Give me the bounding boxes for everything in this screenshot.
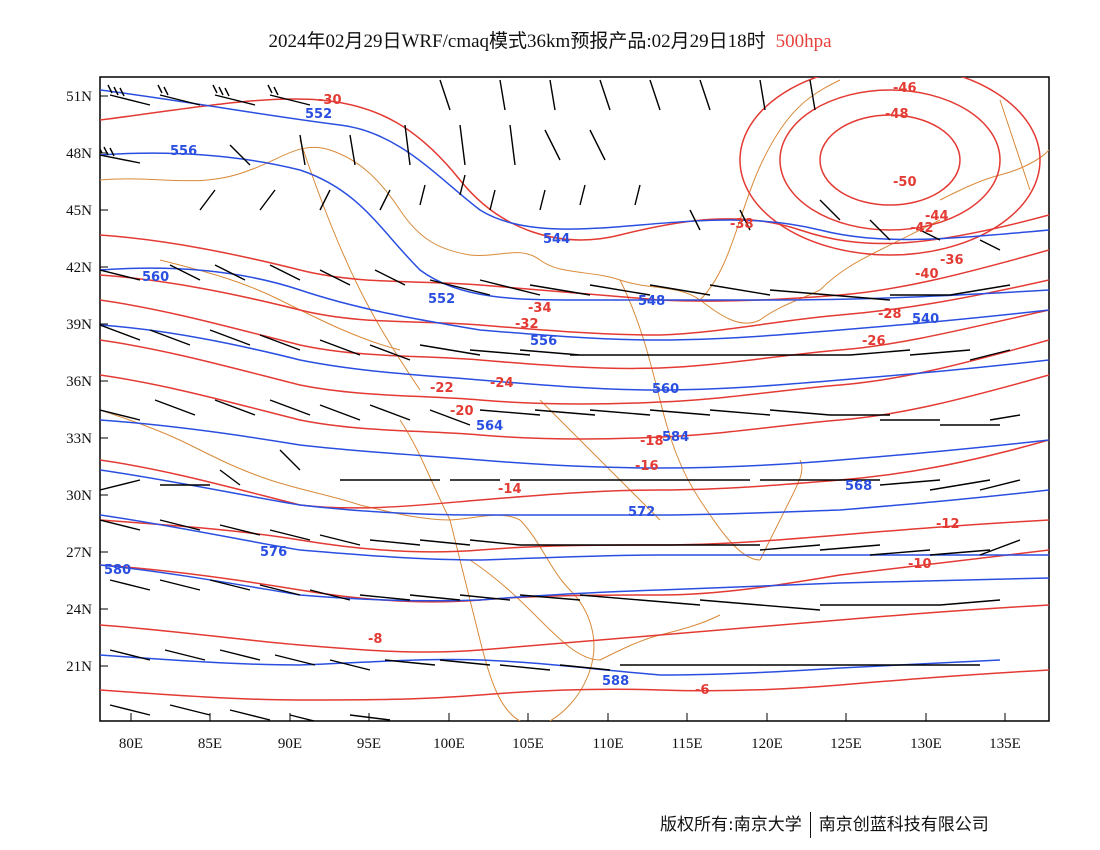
height-label: 548 — [638, 294, 665, 309]
height-label: 552 — [428, 292, 455, 307]
lat-tick-label: 27N — [66, 545, 92, 561]
temp-label: -36 — [940, 253, 964, 268]
lon-tick-label: 90E — [278, 736, 302, 752]
temp-label: -46 — [893, 81, 917, 96]
lon-tick-label: 100E — [433, 736, 465, 752]
temp-label: -16 — [635, 459, 659, 474]
temp-label: -44 — [925, 209, 949, 224]
temp-label: -26 — [862, 334, 886, 349]
height-label: 572 — [628, 505, 655, 520]
copyright-footer: 版权所有:南京大学 南京创蓝科技有限公司 — [660, 810, 989, 838]
height-label: 544 — [543, 232, 570, 247]
lon-tick-label: 80E — [119, 736, 143, 752]
height-label: 568 — [845, 479, 872, 494]
temp-label: -32 — [515, 317, 539, 332]
lat-tick-label: 51N — [66, 89, 92, 105]
lon-tick-label: 135E — [989, 736, 1021, 752]
lat-tick-label: 21N — [66, 659, 92, 675]
lon-tick-label: 120E — [751, 736, 783, 752]
height-label: 556 — [170, 144, 197, 159]
height-label: 576 — [260, 545, 287, 560]
height-label: 584 — [662, 430, 689, 445]
height-label: 556 — [530, 334, 557, 349]
height-label: 552 — [305, 107, 332, 122]
temp-label: -24 — [490, 376, 514, 391]
copyright-text: 版权所有:南京大学 — [660, 815, 802, 835]
longitude-axis: 80E 85E 90E 95E 100E 105E 110E 115E 120E… — [119, 713, 1021, 752]
map-title: 2024年02月29日WRF/cmaq模式36km预报产品:02月29日18时 5… — [0, 26, 1100, 53]
temp-label: -50 — [893, 175, 917, 190]
temp-label: -42 — [910, 221, 934, 236]
height-label: 580 — [104, 563, 131, 578]
lat-tick-label: 36N — [66, 374, 92, 390]
lat-tick-label: 30N — [66, 488, 92, 504]
temp-label: -10 — [908, 557, 932, 572]
footer-divider — [809, 812, 811, 838]
pressure-level: 500hpa — [775, 31, 832, 52]
latitude-axis: 51N 48N 45N 42N 39N 36N 33N 30N 27N 24N … — [66, 89, 108, 675]
temp-label: -48 — [885, 107, 909, 122]
temp-label: -6 — [695, 683, 709, 698]
height-label: 588 — [602, 674, 629, 689]
wind-barbs — [100, 79, 1021, 721]
temp-label: -22 — [430, 381, 454, 396]
lon-tick-label: 110E — [592, 736, 623, 752]
lat-tick-label: 24N — [66, 602, 92, 618]
lon-tick-label: 115E — [671, 736, 702, 752]
lon-tick-label: 125E — [830, 736, 862, 752]
lon-tick-label: 85E — [198, 736, 222, 752]
title-text: 2024年02月29日WRF/cmaq模式36km预报产品:02月29日18时 — [268, 31, 766, 52]
temperature-label-group: -30 -46 -48 -50 -42 -44 -36 -38 -40 -34 … — [318, 81, 964, 698]
temp-label: -30 — [318, 93, 342, 108]
lat-tick-label: 48N — [66, 146, 92, 162]
height-label: 564 — [476, 419, 503, 434]
height-label: 540 — [912, 312, 939, 327]
lon-tick-label: 95E — [357, 736, 381, 752]
temperature-isotherms — [100, 77, 1049, 701]
temp-label: -38 — [730, 217, 754, 232]
lon-tick-label: 130E — [910, 736, 942, 752]
lat-tick-label: 45N — [66, 203, 92, 219]
temp-label: -20 — [450, 404, 474, 419]
border-lines — [100, 79, 1049, 721]
temp-label: -40 — [915, 267, 939, 282]
height-label: 560 — [142, 270, 169, 285]
height-label-group: 552 556 544 560 548 540 552 556 560 564 … — [104, 107, 939, 689]
temp-label: -18 — [640, 434, 664, 449]
temp-label: -28 — [878, 307, 902, 322]
lat-tick-label: 33N — [66, 431, 92, 447]
temp-label: -14 — [498, 482, 522, 497]
map-frame — [99, 76, 1050, 722]
temp-label: -34 — [528, 301, 552, 316]
lat-tick-label: 39N — [66, 317, 92, 333]
height-label: 560 — [652, 382, 679, 397]
lat-tick-label: 42N — [66, 260, 92, 276]
company-text: 南京创蓝科技有限公司 — [818, 815, 989, 835]
temp-label: -12 — [936, 517, 960, 532]
lon-tick-label: 105E — [512, 736, 544, 752]
height-contours — [100, 89, 1049, 676]
temp-label: -8 — [368, 632, 382, 647]
